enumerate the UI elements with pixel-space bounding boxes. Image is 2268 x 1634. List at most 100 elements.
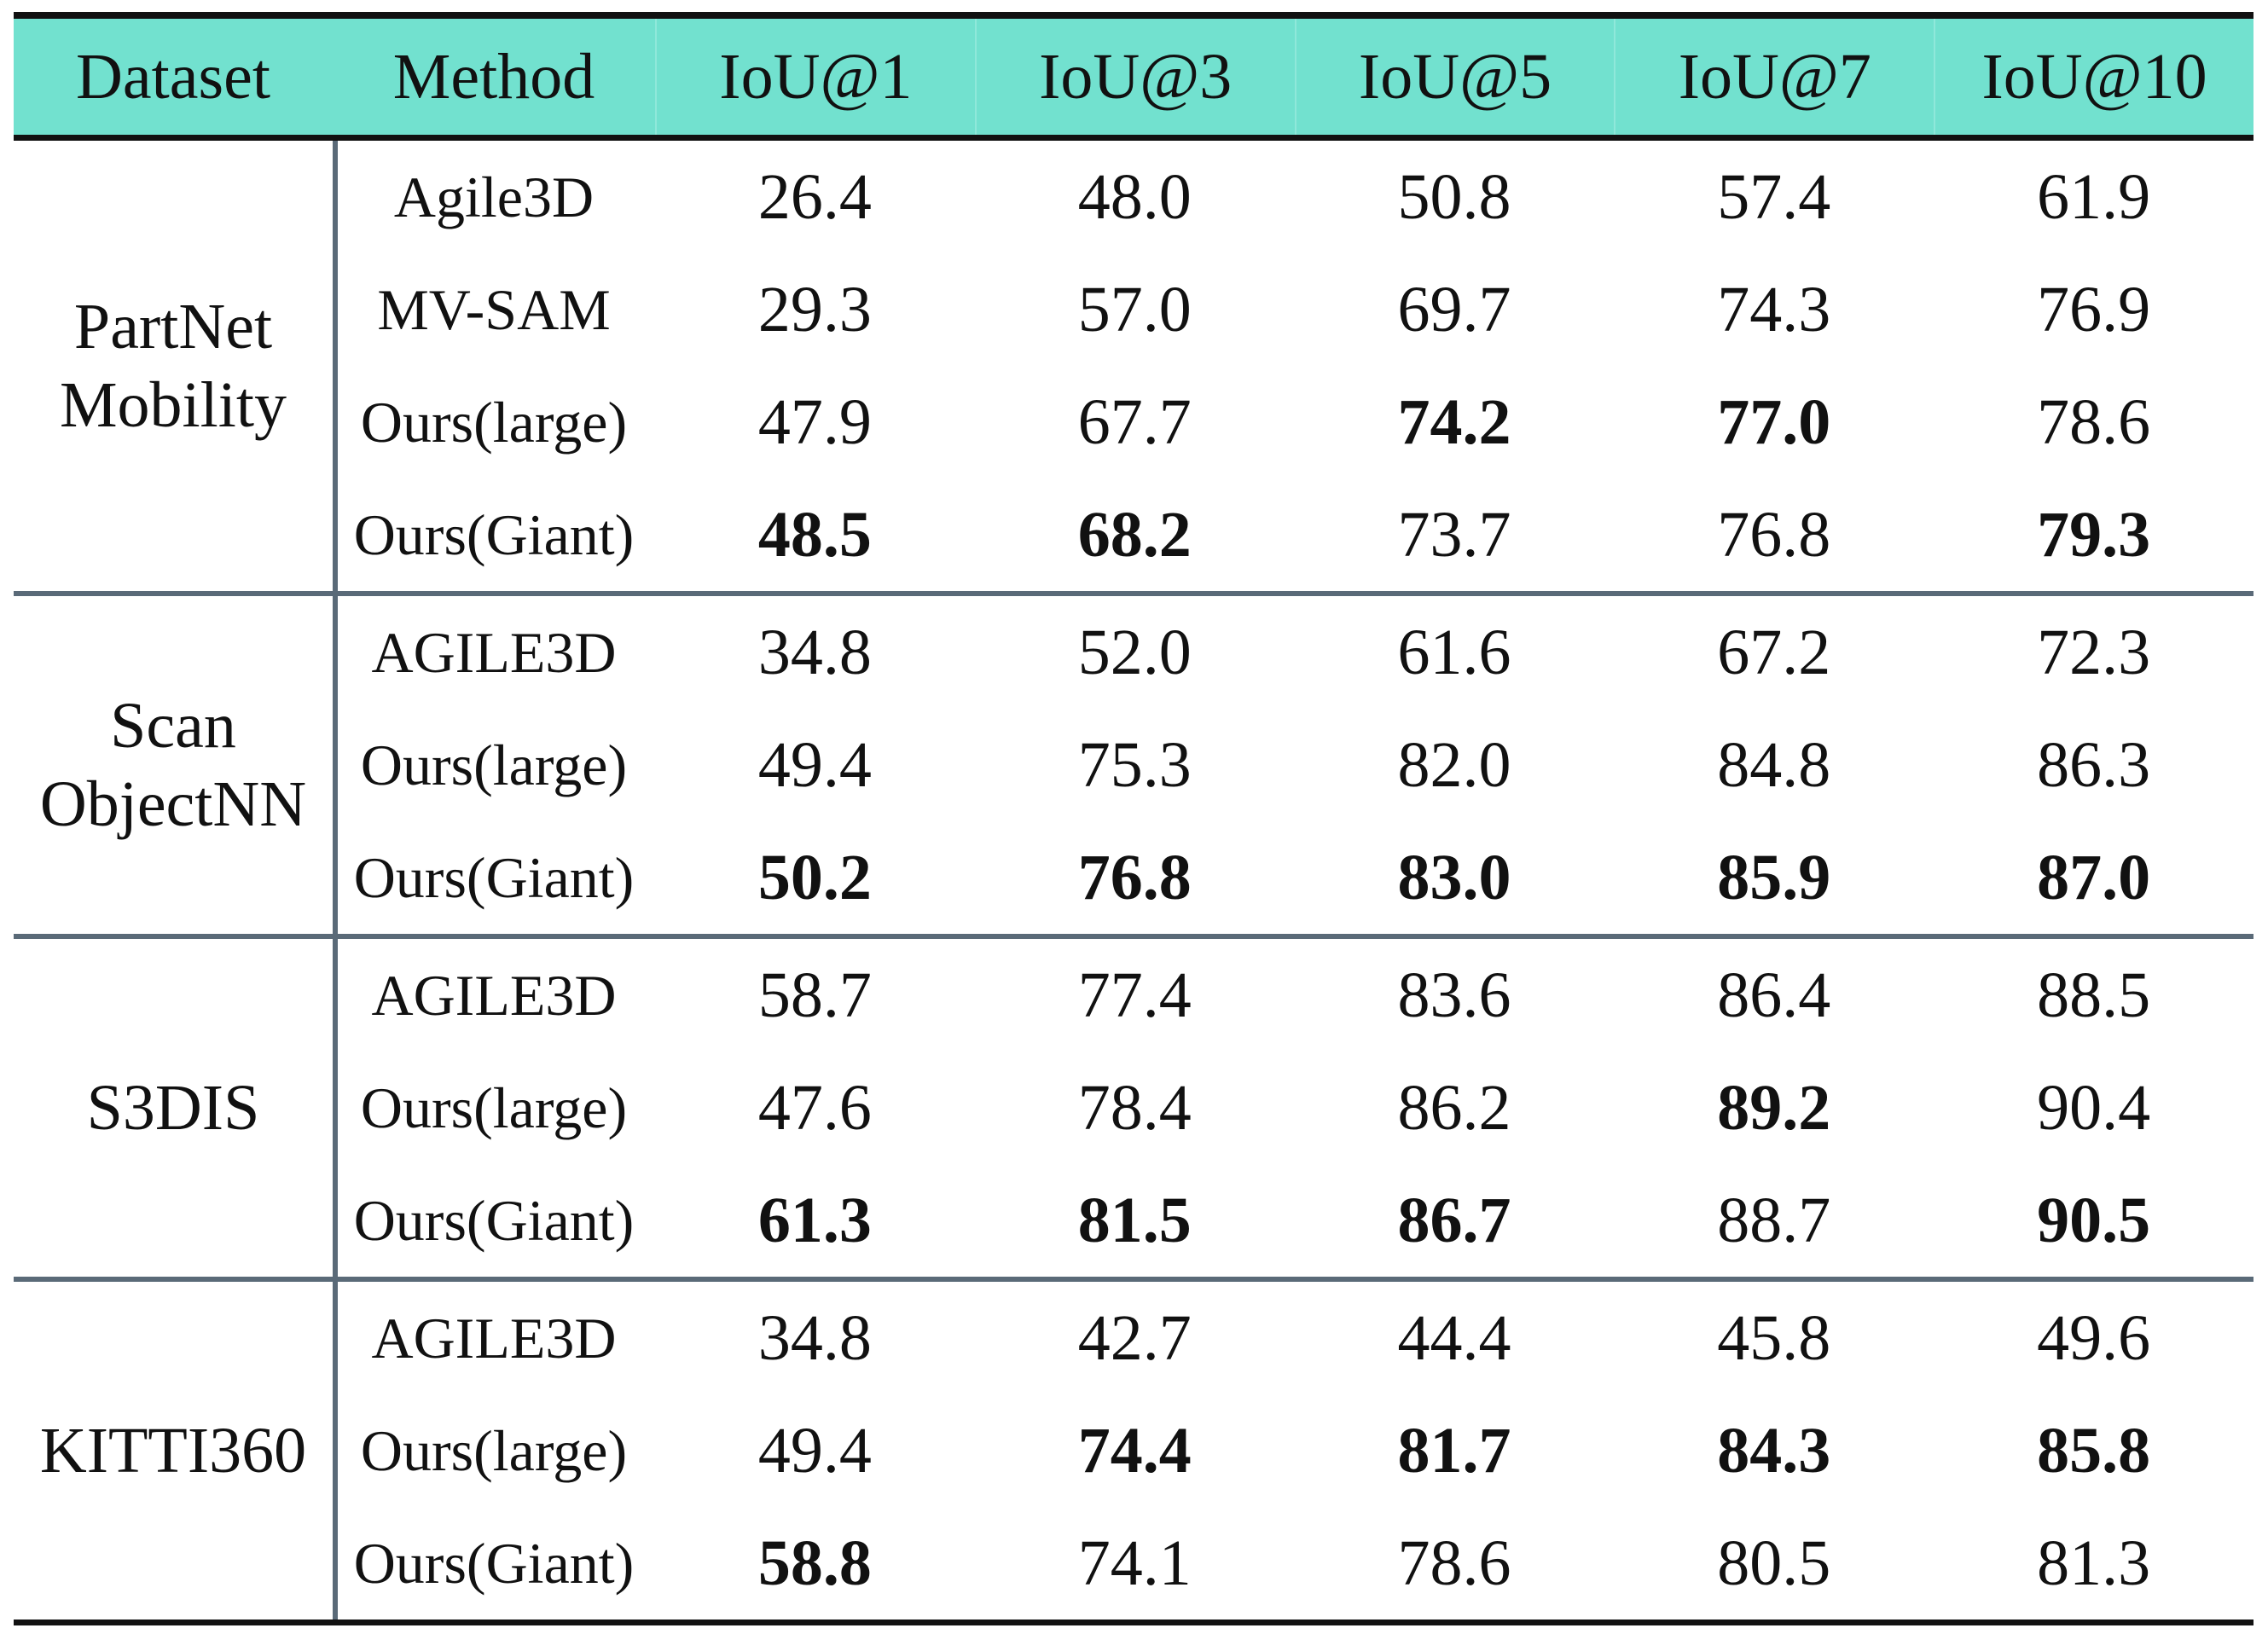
method-cell: Ours(Giant) xyxy=(353,1530,635,1596)
value-cell: 85.9 xyxy=(1717,841,1831,913)
header-row: Dataset Method IoU@1 IoU@3 IoU@5 IoU@7 I… xyxy=(14,12,2253,141)
value-cell: 57.4 xyxy=(1717,160,1831,233)
dataset-name-line: PartNet xyxy=(73,291,273,362)
table-row: Ours(large) 49.4 74.4 81.7 84.3 85.8 xyxy=(333,1394,2253,1507)
value-cell: 90.4 xyxy=(2037,1071,2151,1144)
dataset-name-line: Scan xyxy=(110,690,236,762)
value-cell: 49.6 xyxy=(2037,1301,2151,1374)
value-cell: 72.3 xyxy=(2037,616,2151,688)
value-cell: 90.5 xyxy=(2037,1184,2151,1256)
value-cell: 84.8 xyxy=(1717,728,1831,801)
value-cell: 78.6 xyxy=(1397,1527,1511,1599)
value-cell: 76.8 xyxy=(1077,841,1192,913)
dataset-group: KITTI360 AGILE3D 34.8 42.7 44.4 45.8 49.6 Ours(… xyxy=(14,1282,2253,1620)
column-divider xyxy=(333,1282,338,1620)
group-separator xyxy=(14,1277,2253,1282)
method-cell: Agile3D xyxy=(393,164,595,229)
value-cell: 48.0 xyxy=(1077,160,1192,233)
method-cell: Ours(large) xyxy=(360,1417,628,1483)
value-cell: 52.0 xyxy=(1077,616,1192,688)
method-cell: AGILE3D xyxy=(371,962,617,1028)
dataset-name: Scan ObjectNN xyxy=(14,596,333,934)
value-cell: 80.5 xyxy=(1717,1527,1831,1599)
value-cell: 81.5 xyxy=(1077,1184,1192,1256)
table-row: Ours(large) 49.4 75.3 82.0 84.8 86.3 xyxy=(333,709,2253,821)
header-dataset: Dataset xyxy=(76,40,270,113)
value-cell: 49.4 xyxy=(757,1414,872,1486)
dataset-name-line: KITTI360 xyxy=(39,1415,307,1486)
results-table: Dataset Method IoU@1 IoU@3 IoU@5 IoU@7 I… xyxy=(14,12,2253,1625)
dataset-name-line: S3DIS xyxy=(86,1072,260,1144)
value-cell: 81.3 xyxy=(2037,1527,2151,1599)
table-row: Ours(Giant) 58.8 74.1 78.6 80.5 81.3 xyxy=(333,1507,2253,1620)
method-cell: Ours(Giant) xyxy=(353,501,635,567)
value-cell: 44.4 xyxy=(1397,1301,1511,1374)
value-cell: 75.3 xyxy=(1077,728,1192,801)
value-cell: 58.7 xyxy=(757,959,872,1031)
value-cell: 34.8 xyxy=(757,1301,872,1374)
value-cell: 29.3 xyxy=(757,273,872,345)
value-cell: 45.8 xyxy=(1717,1301,1831,1374)
dataset-name: PartNet Mobility xyxy=(14,141,333,591)
table-row: AGILE3D 58.7 77.4 83.6 86.4 88.5 xyxy=(333,939,2253,1052)
group-separator xyxy=(14,591,2253,596)
value-cell: 26.4 xyxy=(757,160,872,233)
method-cell: Ours(large) xyxy=(360,389,628,455)
header-iou-1: IoU@1 xyxy=(655,19,975,135)
value-cell: 67.7 xyxy=(1077,385,1192,458)
bottom-rule xyxy=(14,1620,2253,1625)
table-row: Ours(large) 47.6 78.4 86.2 89.2 90.4 xyxy=(333,1052,2253,1164)
dataset-group: S3DIS AGILE3D 58.7 77.4 83.6 86.4 88.5 Ours(lar… xyxy=(14,939,2253,1277)
value-cell: 88.7 xyxy=(1717,1184,1831,1256)
value-cell: 74.4 xyxy=(1077,1414,1192,1486)
value-cell: 76.9 xyxy=(2037,273,2151,345)
value-cell: 86.3 xyxy=(2037,728,2151,801)
header-iou-10: IoU@10 xyxy=(1934,19,2253,135)
method-cell: AGILE3D xyxy=(371,1305,617,1370)
value-cell: 79.3 xyxy=(2037,498,2151,571)
column-divider xyxy=(333,596,338,934)
value-cell: 88.5 xyxy=(2037,959,2151,1031)
table-body: PartNet Mobility Agile3D 26.4 48.0 50.8 57.4 61… xyxy=(14,141,2253,1625)
header-method: Method xyxy=(392,40,595,113)
value-cell: 74.2 xyxy=(1397,385,1511,458)
value-cell: 49.4 xyxy=(757,728,872,801)
value-cell: 83.6 xyxy=(1397,959,1511,1031)
value-cell: 74.3 xyxy=(1717,273,1831,345)
value-cell: 77.0 xyxy=(1717,385,1831,458)
value-cell: 69.7 xyxy=(1397,273,1511,345)
table-row: AGILE3D 34.8 42.7 44.4 45.8 49.6 xyxy=(333,1282,2253,1394)
dataset-group: Scan ObjectNN AGILE3D 34.8 52.0 61.6 67.2 72.3 O… xyxy=(14,596,2253,934)
value-cell: 47.9 xyxy=(757,385,872,458)
header-iou-7: IoU@7 xyxy=(1614,19,1934,135)
value-cell: 58.8 xyxy=(757,1527,872,1599)
method-cell: AGILE3D xyxy=(371,619,617,685)
header-iou-5: IoU@5 xyxy=(1294,19,1615,135)
value-cell: 61.9 xyxy=(2037,160,2151,233)
header-iou-3: IoU@3 xyxy=(974,19,1295,135)
table-row: MV-SAM 29.3 57.0 69.7 74.3 76.9 xyxy=(333,253,2253,366)
value-cell: 67.2 xyxy=(1717,616,1831,688)
value-cell: 82.0 xyxy=(1397,728,1511,801)
method-cell: Ours(large) xyxy=(360,732,628,797)
value-cell: 50.2 xyxy=(757,841,872,913)
value-cell: 84.3 xyxy=(1717,1414,1831,1486)
dataset-name-line: Mobility xyxy=(59,369,287,441)
value-cell: 86.4 xyxy=(1717,959,1831,1031)
value-cell: 77.4 xyxy=(1077,959,1192,1031)
value-cell: 68.2 xyxy=(1077,498,1192,571)
value-cell: 61.3 xyxy=(757,1184,872,1256)
value-cell: 57.0 xyxy=(1077,273,1192,345)
value-cell: 86.2 xyxy=(1397,1071,1511,1144)
value-cell: 78.6 xyxy=(2037,385,2151,458)
value-cell: 42.7 xyxy=(1077,1301,1192,1374)
table-row: Agile3D 26.4 48.0 50.8 57.4 61.9 xyxy=(333,141,2253,253)
value-cell: 48.5 xyxy=(757,498,872,571)
table-row: Ours(Giant) 50.2 76.8 83.0 85.9 87.0 xyxy=(333,821,2253,934)
value-cell: 81.7 xyxy=(1397,1414,1511,1486)
value-cell: 47.6 xyxy=(757,1071,872,1144)
method-cell: MV-SAM xyxy=(377,276,611,342)
value-cell: 78.4 xyxy=(1077,1071,1192,1144)
value-cell: 61.6 xyxy=(1397,616,1511,688)
value-cell: 83.0 xyxy=(1397,841,1511,913)
